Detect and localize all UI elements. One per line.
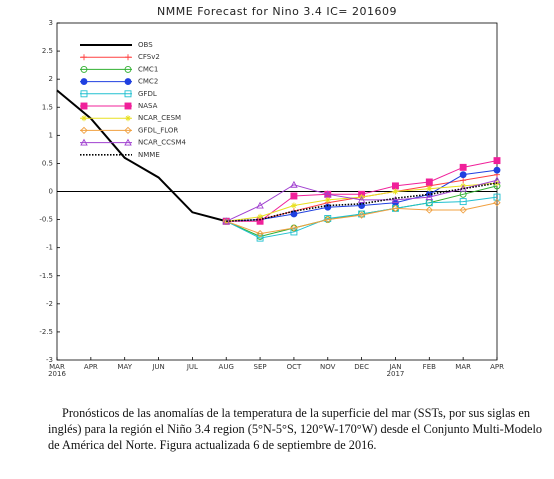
marker xyxy=(493,176,501,184)
marker xyxy=(256,201,264,209)
y-tick-label: 3 xyxy=(49,19,53,27)
marker xyxy=(222,217,230,225)
marker xyxy=(391,204,400,212)
y-tick-label: 0 xyxy=(49,188,53,196)
marker xyxy=(125,54,131,61)
x-tick-label: MAR xyxy=(455,363,471,371)
series-line xyxy=(226,196,498,239)
y-tick-label: 1.5 xyxy=(42,103,53,111)
legend-label: GFDL xyxy=(138,90,157,98)
x-tick-label: AUG xyxy=(219,363,234,371)
marker xyxy=(392,188,399,195)
x-tick-label: JUL xyxy=(186,363,198,371)
x-tick-label: JAN 2017 xyxy=(387,363,405,378)
y-tick-label: -1 xyxy=(46,244,53,252)
series-line xyxy=(226,202,498,235)
marker xyxy=(392,182,399,190)
series-line xyxy=(56,89,227,223)
marker xyxy=(290,210,298,218)
y-tick-label: 1 xyxy=(49,131,53,139)
x-tick-label: DEC xyxy=(354,363,369,371)
y-tick-label: -1.5 xyxy=(39,272,53,280)
marker xyxy=(80,126,88,135)
marker xyxy=(80,138,88,146)
marker xyxy=(80,90,88,98)
legend-label: CMC1 xyxy=(138,65,158,73)
marker xyxy=(459,206,467,214)
series-line xyxy=(226,179,498,222)
marker xyxy=(124,138,132,146)
marker xyxy=(425,178,433,186)
marker xyxy=(80,102,88,110)
legend-label: CFSv2 xyxy=(138,53,160,61)
marker xyxy=(357,195,366,203)
marker xyxy=(493,157,501,165)
marker xyxy=(81,115,87,122)
legend-label: NASA xyxy=(138,102,158,110)
legend-label: NMME xyxy=(138,151,160,159)
legend-label: CMC2 xyxy=(138,78,158,86)
marker xyxy=(290,224,298,232)
marker xyxy=(324,196,331,203)
marker xyxy=(459,171,467,179)
marker xyxy=(425,193,434,201)
y-tick-label: -2 xyxy=(46,300,53,308)
x-tick-label: OCT xyxy=(287,363,302,371)
marker xyxy=(460,177,467,184)
legend-label: NCAR_CESM xyxy=(138,114,181,122)
marker xyxy=(124,90,132,98)
marker xyxy=(324,190,332,198)
marker xyxy=(357,211,366,219)
legend-label: GFDL_FLOR xyxy=(138,126,178,134)
marker xyxy=(459,163,467,171)
marker xyxy=(125,115,131,122)
series-line xyxy=(226,182,498,223)
marker xyxy=(290,180,298,188)
y-tick-label: 0.5 xyxy=(42,159,53,167)
marker xyxy=(324,215,332,224)
x-tick-label: APR xyxy=(84,363,98,371)
x-tick-label: MAR 2016 xyxy=(48,363,66,378)
marker xyxy=(290,202,297,209)
y-tick-label: 2.5 xyxy=(42,47,53,55)
marker xyxy=(391,195,400,203)
marker xyxy=(124,65,132,73)
legend-label: OBS xyxy=(138,41,153,49)
y-tick-label: -0.5 xyxy=(39,216,53,224)
chart-title: NMME Forecast for Nino 3.4 IC= 201609 xyxy=(157,5,397,18)
marker xyxy=(80,78,88,86)
x-tick-label: SEP xyxy=(254,363,267,371)
legend-label: NCAR_CCSM4 xyxy=(138,139,187,147)
marker xyxy=(256,234,264,242)
marker xyxy=(290,228,298,236)
marker xyxy=(493,166,501,174)
marker xyxy=(257,213,264,220)
x-tick-label: FEB xyxy=(423,363,436,371)
x-tick-label: MAY xyxy=(117,363,132,371)
marker xyxy=(324,215,332,222)
marker xyxy=(358,210,366,218)
marker xyxy=(493,199,501,207)
marker xyxy=(426,185,433,192)
marker xyxy=(459,198,467,206)
x-tick-label: NOV xyxy=(320,363,336,371)
y-tick-label: 2 xyxy=(49,75,53,83)
marker xyxy=(124,102,132,110)
x-tick-label: JUN xyxy=(151,363,164,371)
chart: NMME Forecast for Nino 3.4 IC= 201609 -3… xyxy=(39,5,504,378)
x-tick-label: APR xyxy=(490,363,504,371)
marker xyxy=(81,54,87,61)
marker xyxy=(80,65,88,73)
y-tick-label: -3 xyxy=(46,356,53,364)
marker xyxy=(290,192,298,200)
marker xyxy=(256,229,264,238)
marker xyxy=(425,206,433,214)
marker xyxy=(124,78,132,86)
y-tick-label: -2.5 xyxy=(39,328,53,336)
marker xyxy=(124,126,132,135)
caption: Pronósticos de las anomalías de la tempe… xyxy=(48,406,543,452)
marker xyxy=(324,203,332,211)
